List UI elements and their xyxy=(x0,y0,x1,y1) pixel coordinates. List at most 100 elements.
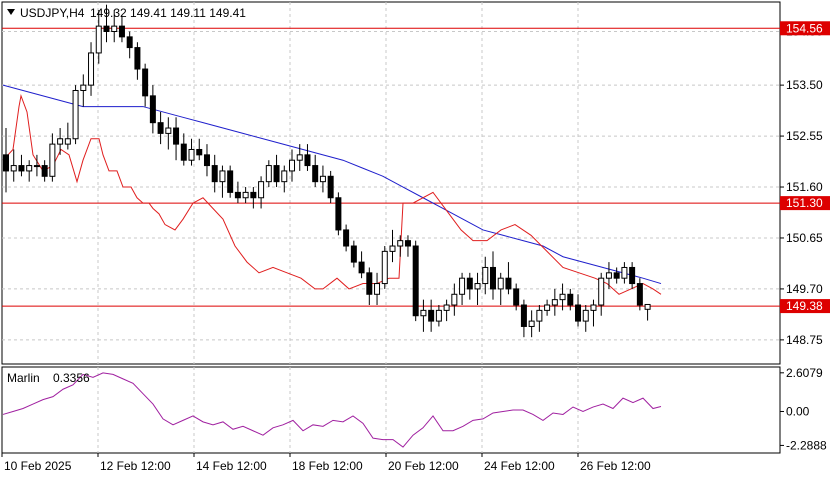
candle xyxy=(312,154,319,188)
candle xyxy=(605,262,612,289)
candle xyxy=(575,294,582,327)
candle xyxy=(381,246,388,289)
candle xyxy=(118,15,125,43)
candle xyxy=(404,235,411,257)
symbol-label: USDJPY,H4 xyxy=(20,6,85,20)
candle-body-bull xyxy=(319,175,326,183)
candle xyxy=(482,256,489,295)
candle-body-bull xyxy=(459,277,466,295)
fast-ma-line xyxy=(2,93,662,295)
level-label: 151.30 xyxy=(786,196,823,210)
candle-body-bull xyxy=(389,245,396,252)
candle xyxy=(250,187,257,209)
x-tick-label: 20 Feb 12:00 xyxy=(388,459,459,473)
candle-body-bull xyxy=(80,84,87,91)
candle-body-bear xyxy=(404,240,411,247)
x-tick-label: 10 Feb 2025 xyxy=(4,459,72,473)
candle xyxy=(613,267,620,284)
candle-body-bull xyxy=(57,138,64,145)
candle-body-bull xyxy=(497,277,504,290)
candle-body-bull xyxy=(536,309,543,322)
candle-body-bull xyxy=(528,320,535,327)
candle-body-bear xyxy=(428,309,435,322)
candle-body-bull xyxy=(289,159,296,172)
candle-body-bear xyxy=(335,197,342,231)
indicator-pane-frame xyxy=(1,366,781,454)
candle xyxy=(435,305,442,327)
candle xyxy=(374,272,381,306)
candle xyxy=(636,278,643,311)
candle xyxy=(265,160,272,188)
candle xyxy=(95,10,102,64)
level-label-bg xyxy=(780,196,830,211)
candle xyxy=(505,262,512,295)
candle-body-bull xyxy=(64,138,71,145)
candle-body-bear xyxy=(636,283,643,306)
candle xyxy=(72,85,79,145)
candle xyxy=(567,288,574,311)
candle xyxy=(544,299,551,316)
level-label-bg xyxy=(780,21,830,36)
candle xyxy=(528,310,535,338)
candle xyxy=(173,117,180,161)
candle-body-bear xyxy=(118,25,125,38)
candle xyxy=(319,165,326,193)
candle xyxy=(281,165,288,193)
candle-body-bear xyxy=(173,127,180,145)
candle xyxy=(420,299,427,332)
fast-moving-average xyxy=(2,93,662,295)
candle-body-bull xyxy=(95,25,102,54)
candle-body-bear xyxy=(142,68,149,97)
candle xyxy=(3,128,9,193)
candle xyxy=(296,144,303,171)
candle xyxy=(428,299,435,332)
candle xyxy=(219,165,226,198)
candle-body-bull xyxy=(551,299,558,306)
candle-body-bull xyxy=(482,266,489,285)
candle xyxy=(350,240,357,268)
candle-body-bull xyxy=(281,170,288,183)
x-tick-label: 24 Feb 12:00 xyxy=(484,459,555,473)
candle xyxy=(536,305,543,332)
y-tick-label: 148.75 xyxy=(786,333,823,347)
candle-body-bull xyxy=(165,127,172,134)
candle xyxy=(397,235,404,257)
candle xyxy=(366,267,373,306)
candle xyxy=(520,299,527,338)
oscillator-path xyxy=(2,372,662,448)
candle xyxy=(126,31,133,59)
candle xyxy=(180,133,187,166)
candle xyxy=(10,149,17,182)
candle-body-bear xyxy=(489,266,496,290)
candle-body-bull xyxy=(188,148,195,161)
candle-body-bear xyxy=(134,47,141,70)
candle-body-bull xyxy=(296,154,303,161)
slow-ma-line xyxy=(2,84,662,285)
candle xyxy=(489,251,496,300)
main-pane[interactable]: 154.50153.50152.55151.60150.65149.70148.… xyxy=(1,1,830,365)
y-tick-label: 2.6079 xyxy=(786,366,823,380)
main-pane-frame xyxy=(1,1,781,365)
level-label-bg xyxy=(780,299,830,314)
y-tick-label: 149.70 xyxy=(786,282,823,296)
candle-body-bull xyxy=(420,309,427,317)
y-tick-label: 151.60 xyxy=(786,180,823,194)
candle xyxy=(49,133,56,182)
candle xyxy=(211,154,218,193)
candle-body-bull xyxy=(451,293,458,306)
y-tick-label: 0.00 xyxy=(786,404,810,418)
candle-body-bull xyxy=(72,89,79,140)
candle-body-bear xyxy=(196,148,203,156)
candle-body-bear xyxy=(358,261,365,274)
candle xyxy=(459,272,466,306)
indicator-pane[interactable]: 2.6079 0.00 -2.2888 Marlin 0.3356 xyxy=(1,366,827,454)
candle-body-bear xyxy=(149,95,156,124)
candle xyxy=(644,303,651,321)
candle-body-bull xyxy=(582,309,589,322)
candle-body-bear xyxy=(126,36,133,49)
candle-body-bear xyxy=(520,304,527,327)
symbol-dropdown-icon[interactable] xyxy=(7,9,15,15)
ohlc-values: 149.32 149.41 149.11 149.41 xyxy=(90,6,246,20)
candle xyxy=(497,272,504,306)
